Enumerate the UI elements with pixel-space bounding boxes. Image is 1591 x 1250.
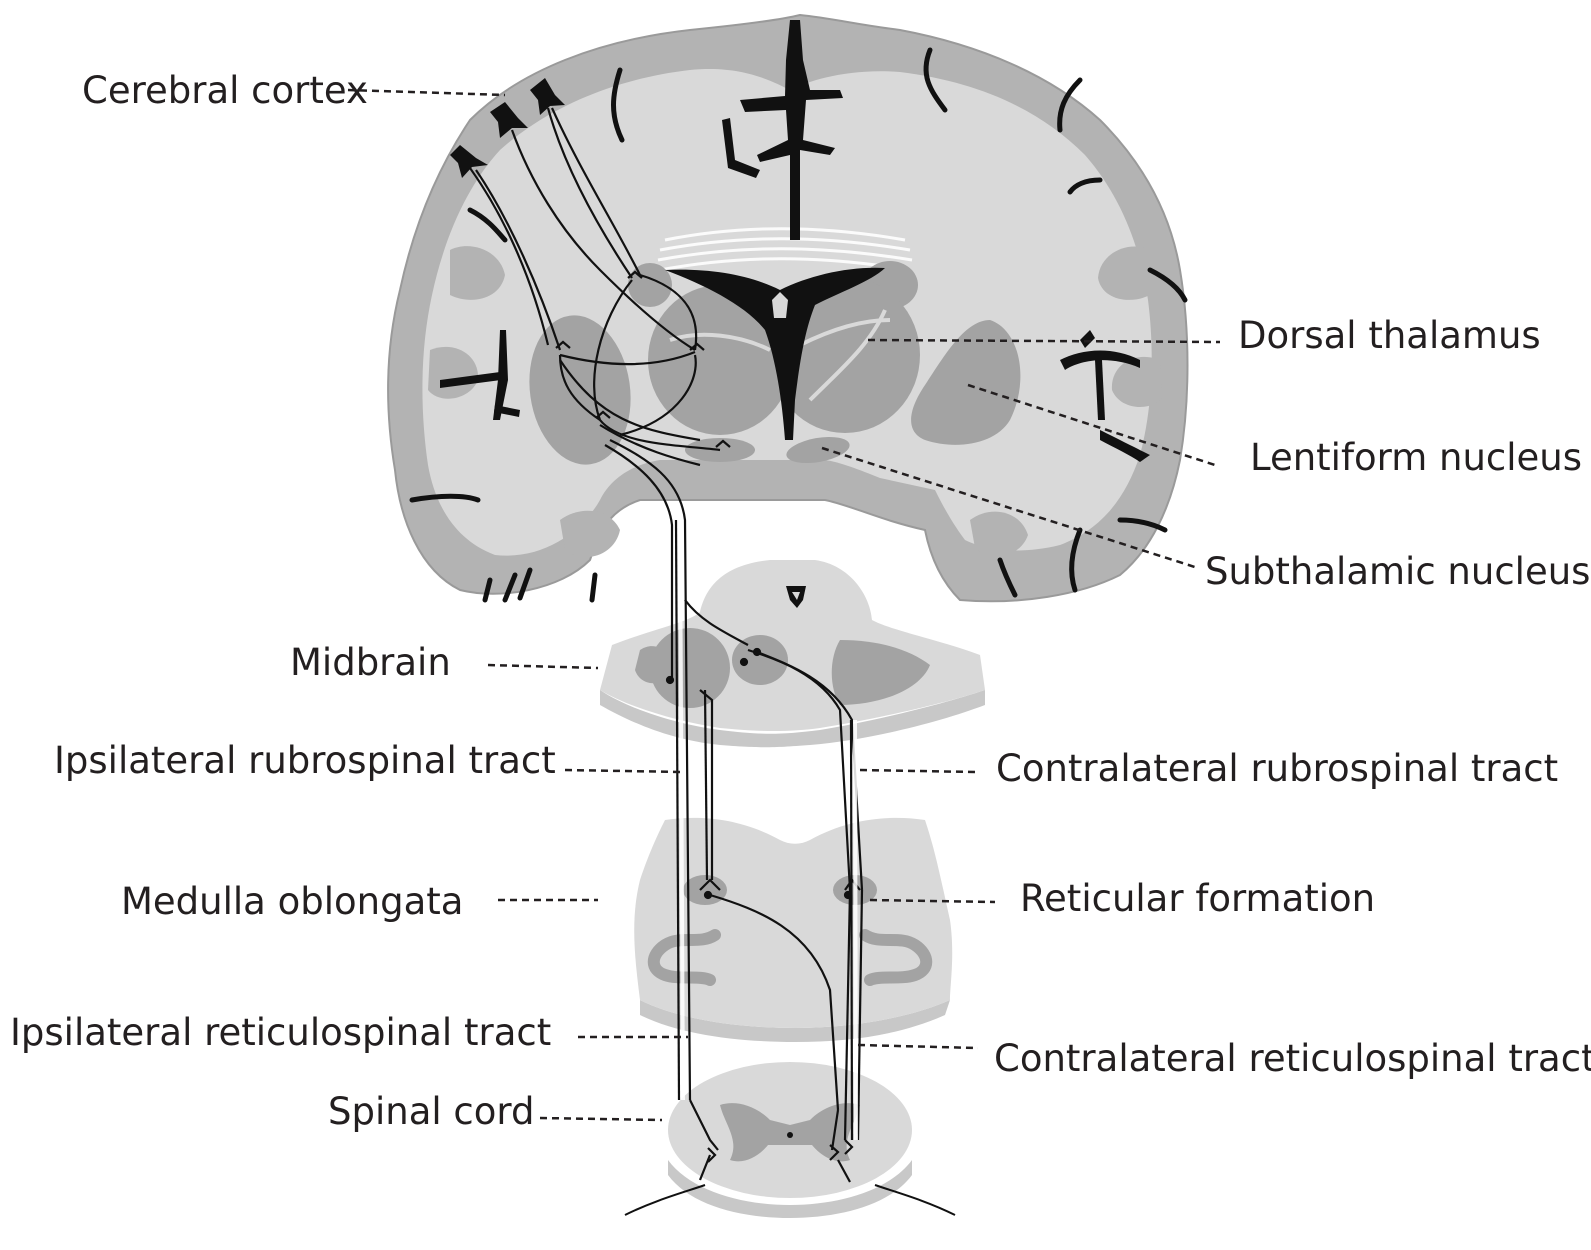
label-medulla-oblongata: Medulla oblongata [121, 880, 464, 923]
label-midbrain: Midbrain [290, 641, 451, 684]
neural-pathways [450, 78, 864, 1183]
inferior-olive-right [859, 929, 933, 986]
medulla-shadow [640, 1000, 950, 1042]
neuron-3 [450, 145, 488, 178]
leader-midbrain [487, 663, 599, 670]
red-nucleus-right [732, 635, 788, 685]
leader-cerebral-cortex [347, 88, 506, 97]
leader-ipsilateral-rubrospinal [564, 768, 684, 774]
red-nucleus-left [650, 628, 730, 708]
leader-lentiform-nucleus [967, 383, 1216, 467]
label-ipsilateral-reticulospinal-tract: Ipsilateral reticulospinal tract [10, 1011, 552, 1054]
reticular-left [683, 875, 727, 905]
neuron-2 [490, 102, 528, 138]
label-subthalamic-nucleus: Subthalamic nucleus [1205, 550, 1591, 593]
label-reticular-formation: Reticular formation [1020, 877, 1376, 920]
leader-contralateral-rubrospinal [859, 768, 976, 774]
lateral-ventricles [665, 267, 885, 440]
sulci [409, 47, 1188, 603]
leader-reticular-formation [869, 898, 996, 904]
spinal-cord-shadow [668, 1160, 912, 1218]
spinal-cord-section [624, 1062, 956, 1218]
longitudinal-fissure [740, 20, 843, 240]
leader-subthalamic-nucleus [821, 446, 1199, 570]
midbrain-lower-shadow [600, 690, 985, 748]
leader-contralateral-reticulospinal [857, 1043, 979, 1050]
leader-lines [347, 88, 1221, 1122]
subthalamic-nucleus [786, 436, 850, 464]
leader-spinal-cord [539, 1116, 663, 1122]
label-contralateral-reticulospinal-tract: Contralateral reticulospinal tract [994, 1037, 1591, 1080]
lentiform-right [911, 320, 1021, 445]
medulla-section [634, 817, 953, 1042]
midbrain-section [600, 560, 985, 748]
label-spinal-cord: Spinal cord [328, 1090, 535, 1133]
label-lentiform-nucleus: Lentiform nucleus [1250, 436, 1583, 479]
label-cerebral-cortex: Cerebral cortex [82, 69, 368, 112]
label-dorsal-thalamus: Dorsal thalamus [1238, 314, 1541, 357]
label-ipsilateral-rubrospinal-tract: Ipsilateral rubrospinal tract [54, 739, 556, 782]
neuron-1 [530, 78, 565, 115]
brain-coronal-section [387, 13, 1189, 603]
label-contralateral-rubrospinal-tract: Contralateral rubrospinal tract [996, 747, 1559, 790]
leader-dorsal-thalamus [867, 338, 1221, 344]
